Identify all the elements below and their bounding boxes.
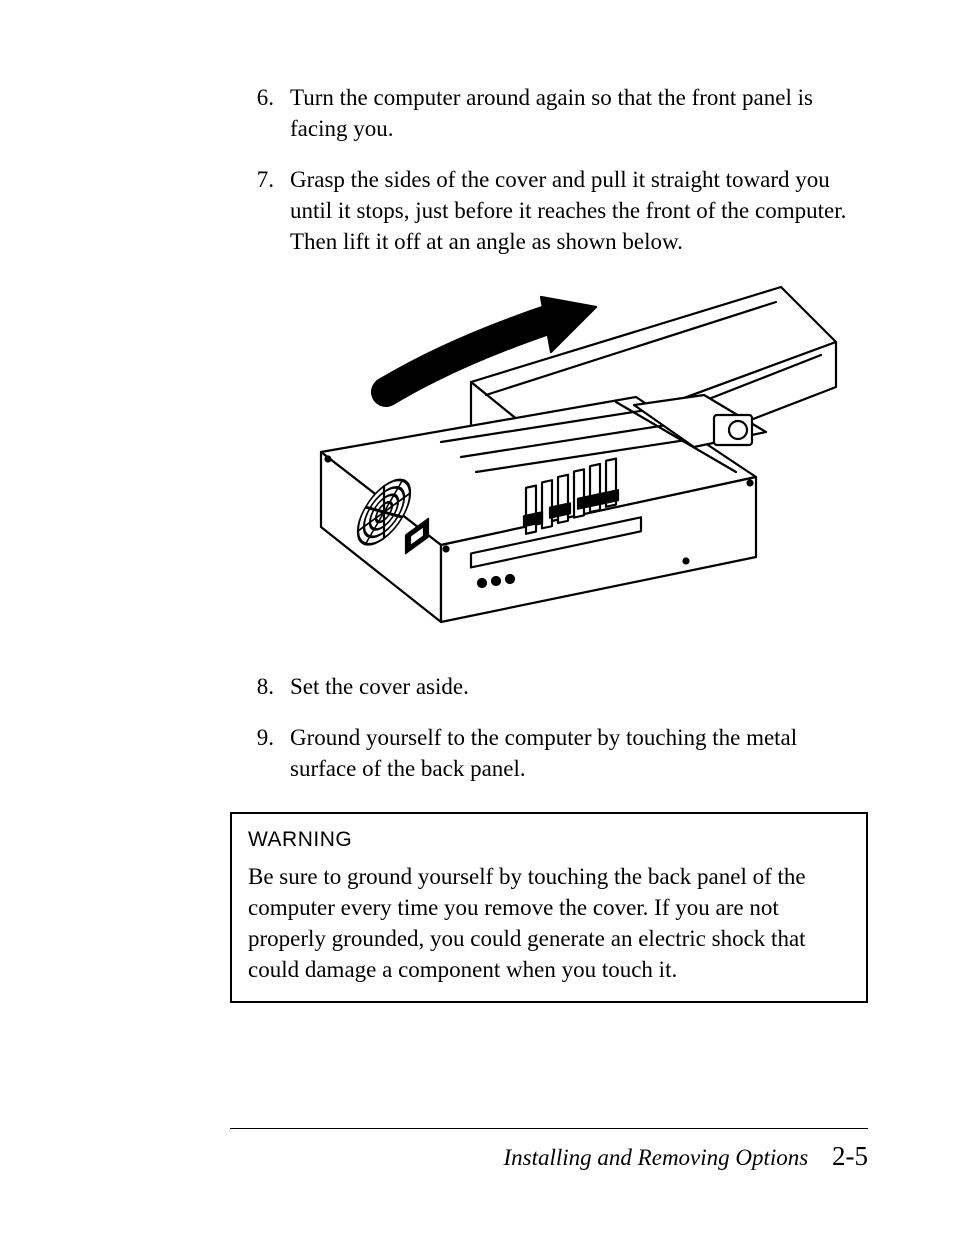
step-8: 8. Set the cover aside. [230, 671, 868, 702]
step-7-text: Grasp the sides of the cover and pull it… [290, 164, 868, 257]
step-7: 7. Grasp the sides of the cover and pull… [230, 164, 868, 257]
warning-title: WARNING [248, 826, 850, 854]
footer-section-title: Installing and Removing Options [504, 1145, 809, 1170]
step-8-text: Set the cover aside. [290, 671, 868, 702]
warning-box: WARNING Be sure to ground yourself by to… [230, 812, 868, 1003]
step-8-number: 8. [230, 671, 290, 702]
footer-page-number: 2-5 [832, 1141, 868, 1171]
page: 6. Turn the computer around again so tha… [0, 0, 954, 1240]
chassis-shape [321, 395, 766, 622]
page-footer: Installing and Removing Options 2-5 [230, 1128, 868, 1172]
step-6-number: 6. [230, 82, 290, 113]
warning-body: Be sure to ground yourself by touching t… [248, 861, 850, 985]
step-6-text: Turn the computer around again so that t… [290, 82, 868, 144]
step-9-text: Ground yourself to the computer by touch… [290, 722, 868, 784]
step-6: 6. Turn the computer around again so tha… [230, 82, 868, 144]
step-9-number: 9. [230, 722, 290, 753]
step-7-number: 7. [230, 164, 290, 195]
step-9: 9. Ground yourself to the computer by to… [230, 722, 868, 784]
cover-removal-illustration [266, 277, 846, 637]
